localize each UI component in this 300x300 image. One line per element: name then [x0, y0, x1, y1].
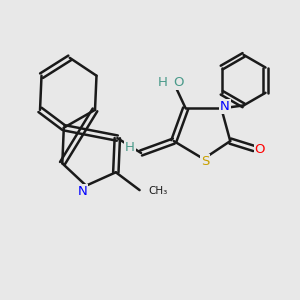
Text: O: O	[255, 142, 265, 156]
Text: H: H	[125, 141, 135, 154]
Text: N: N	[220, 100, 230, 113]
Text: S: S	[201, 155, 209, 168]
Text: N: N	[78, 185, 87, 198]
Text: H: H	[158, 76, 168, 89]
Text: CH₃: CH₃	[148, 186, 168, 196]
Text: O: O	[173, 76, 184, 89]
